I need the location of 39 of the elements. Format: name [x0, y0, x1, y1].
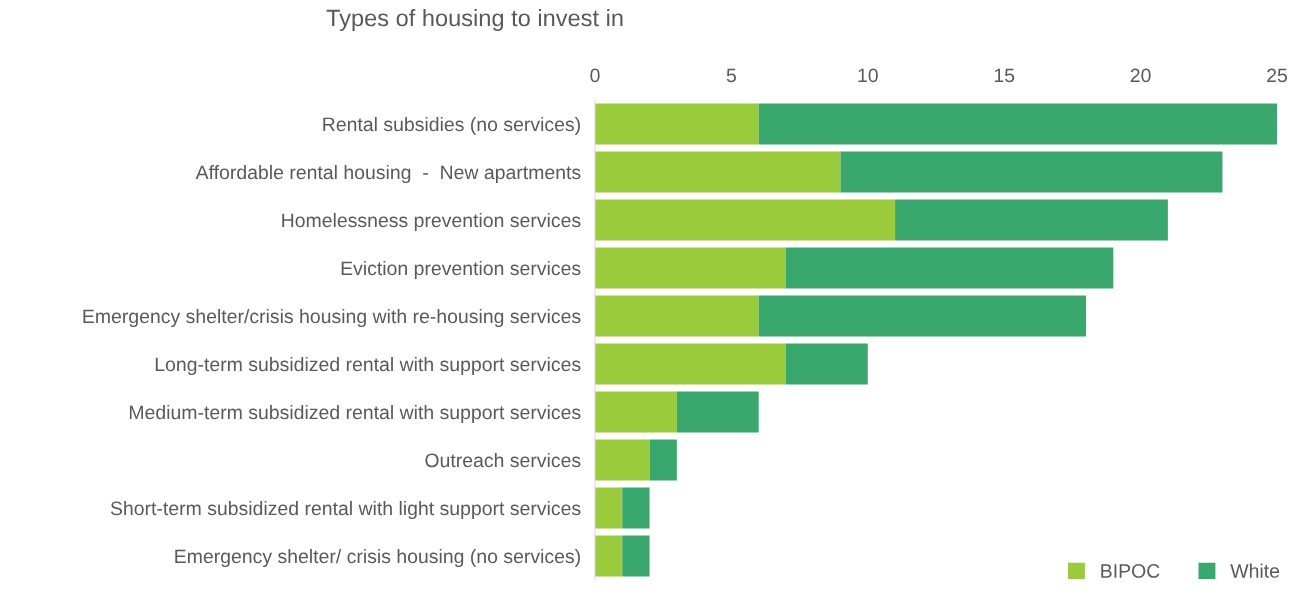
bar: [595, 487, 623, 529]
bar: [758, 295, 1087, 337]
bar: [676, 391, 759, 433]
chart-title: Types of housing to invest in: [326, 9, 623, 32]
legend-label: BIPOC: [1101, 564, 1160, 578]
bar: [595, 103, 759, 145]
bar: [595, 151, 841, 193]
x-tick-label: 0: [590, 68, 600, 83]
bar: [595, 439, 650, 481]
bar: [595, 391, 677, 433]
bar: [840, 151, 1223, 193]
y-tick-label: Emergency shelter/crisis housing with re-housing services: [83, 308, 581, 328]
bar: [622, 487, 650, 529]
y-tick-label: Homelessness prevention services: [282, 212, 581, 232]
bar: [758, 103, 1277, 145]
bar: [595, 343, 786, 385]
y-tick-label: Eviction prevention services: [341, 260, 581, 280]
y-tick-label: Outreach services: [425, 452, 581, 468]
bar: [649, 439, 677, 481]
x-tick-label: 15: [994, 68, 1015, 83]
bar: [895, 199, 1168, 241]
bar: [595, 247, 786, 289]
bar: [785, 343, 868, 385]
y-tick-label: Affordable rental housing - New apartments: [195, 164, 581, 184]
bar: [595, 535, 623, 577]
bar: [622, 535, 650, 577]
y-tick-label: Emergency shelter/ crisis housing (no services): [175, 548, 580, 568]
x-tick-label: 10: [858, 68, 878, 83]
legend-label: White: [1230, 563, 1280, 578]
y-tick-label: Short-term subsidized rental with light support services: [110, 500, 581, 520]
x-tick-label: 20: [1130, 68, 1151, 83]
y-tick-label: Long-term subsidized rental with support services: [155, 356, 581, 376]
x-tick-label: 5: [726, 68, 736, 83]
bar: [595, 295, 759, 337]
x-tick-label: 25: [1267, 68, 1287, 83]
bar: [785, 247, 1114, 289]
y-tick-label: Rental subsidies (no services): [323, 116, 580, 136]
y-tick-label: Medium-term subsidized rental with support services: [129, 404, 581, 424]
bar: [595, 199, 896, 241]
